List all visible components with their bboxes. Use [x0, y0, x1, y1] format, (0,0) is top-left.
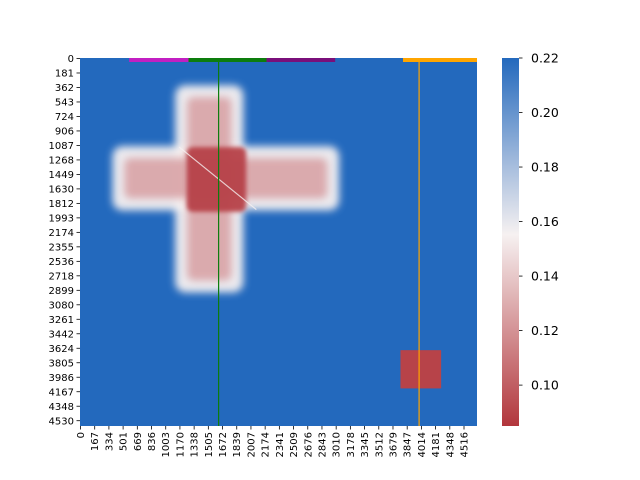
colorbar: 0.22 0.20 0.18 0.16 0.14 0.12 0.10: [502, 51, 559, 426]
colorbar-tick-label: 0.14: [531, 269, 559, 284]
x-tick-label: 2174: [261, 432, 272, 457]
y-tick-label: 1087: [49, 141, 74, 152]
colorbar-tick-label: 0.18: [531, 160, 559, 175]
colorbar-tick-label: 0.10: [531, 378, 559, 393]
x-tick-label: 334: [104, 432, 115, 451]
colorbar-tick-label: 0.12: [531, 323, 559, 338]
colorbar-gradient: [502, 58, 519, 426]
y-tick-label: 2536: [49, 257, 74, 268]
x-tick-label: 2341: [275, 432, 286, 457]
top-segment-1: [188, 58, 267, 62]
y-tick-label: 2899: [49, 286, 74, 297]
colorbar-ticks: 0.22 0.20 0.18 0.16 0.14 0.12 0.10: [519, 51, 559, 393]
top-segment-2: [266, 58, 336, 62]
x-tick-label: 1505: [204, 432, 215, 457]
x-tick-label: 3679: [388, 432, 399, 457]
y-tick-label: 3805: [49, 358, 74, 369]
x-tick-label: 1338: [190, 432, 201, 457]
y-tick-label: 181: [55, 69, 74, 80]
x-tick-label: 2007: [246, 432, 257, 457]
x-tick-label: 1003: [161, 432, 172, 457]
x-tick-label: 1672: [218, 432, 229, 457]
diagonal-line: [178, 146, 257, 211]
x-tick-label: 3847: [403, 432, 414, 457]
colorbar-tick-label: 0.22: [531, 51, 559, 66]
colorbar-tick-label: 0.20: [531, 105, 559, 120]
y-tick-label: 724: [55, 112, 74, 123]
y-tick-label: 4167: [49, 387, 74, 398]
x-tick-label: 2676: [303, 432, 314, 457]
y-tick-label: 2718: [49, 271, 74, 282]
x-tick-label: 3178: [346, 432, 357, 457]
y-tick-label: 2174: [49, 228, 74, 239]
x-tick-label: 2843: [317, 432, 328, 457]
y-tick-label: 1812: [49, 199, 74, 210]
x-tick-label: 0: [76, 432, 87, 438]
x-tick-label: 1839: [232, 432, 243, 457]
y-tick-label: 1630: [49, 184, 74, 195]
x-tick-label: 2509: [289, 432, 300, 457]
y-tick-label: 3080: [49, 300, 74, 311]
y-tick-label: 906: [55, 127, 74, 138]
x-tick-label: 4014: [417, 432, 428, 457]
x-tick-label: 167: [90, 432, 101, 451]
top-segment-0: [129, 58, 189, 62]
x-tick-label: 3345: [360, 432, 371, 457]
x-tick-label: 4516: [460, 432, 471, 457]
x-tick-label: 836: [147, 432, 158, 451]
x-axis-ticks: 0 167 334 501 669 836 1003 1170 1338 1505 1672 1839…: [76, 426, 471, 457]
x-tick-label: 4181: [431, 432, 442, 457]
y-tick-label: 1449: [49, 170, 74, 181]
y-tick-label: 3442: [49, 329, 74, 340]
y-tick-label: 4348: [49, 402, 74, 413]
x-tick-label: 501: [119, 432, 130, 451]
y-tick-label: 3986: [49, 373, 74, 384]
x-tick-label: 3512: [374, 432, 385, 457]
y-tick-label: 543: [55, 98, 74, 109]
region-block: [400, 350, 442, 389]
y-tick-label: 2355: [49, 242, 74, 253]
x-tick-label: 1170: [175, 432, 186, 457]
y-tick-label: 3624: [49, 344, 74, 355]
y-tick-label: 1993: [49, 213, 74, 224]
y-tick-label: 3261: [49, 315, 74, 326]
y-tick-label: 0: [68, 54, 74, 65]
y-tick-label: 4530: [49, 416, 74, 427]
top-segment-3: [402, 58, 477, 62]
y-tick-label: 1268: [49, 156, 74, 167]
y-tick-label: 362: [55, 83, 74, 94]
x-tick-label: 4348: [445, 432, 456, 457]
y-axis-ticks: 0 181 362 543 724 906 1087 1268 1449 1630 1812 1993…: [49, 54, 80, 427]
x-tick-label: 669: [133, 432, 144, 451]
region-core: [186, 147, 247, 212]
colorbar-tick-label: 0.16: [531, 214, 559, 229]
heatmap-plot-area: [80, 58, 477, 426]
x-tick-label: 3010: [332, 432, 343, 457]
